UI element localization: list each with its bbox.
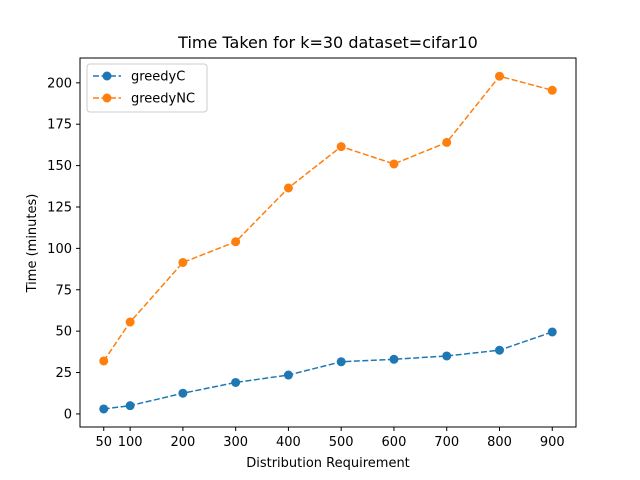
x-axis: 50 100 200 300 400 500 600 700 800 900 xyxy=(95,427,565,450)
data-point-greedyNC xyxy=(99,356,109,366)
y-tick-label: 100 xyxy=(47,242,72,257)
y-tick-label: 50 xyxy=(55,325,72,340)
chart-title: Time Taken for k=30 dataset=cifar10 xyxy=(177,33,478,52)
data-point-greedyC xyxy=(231,377,241,387)
plot-area xyxy=(79,57,577,428)
y-axis-title: Time (minutes) xyxy=(25,194,40,294)
data-point-greedyNC xyxy=(547,85,557,95)
x-tick-label: 900 xyxy=(540,435,565,450)
axes-frame xyxy=(79,57,577,428)
x-tick-label: 50 xyxy=(95,435,112,450)
data-point-greedyC xyxy=(125,401,135,411)
legend-label-greedyC: greedyC xyxy=(131,70,185,85)
legend-box xyxy=(86,63,208,113)
data-point-greedyC xyxy=(283,370,293,380)
data-point-greedyNC xyxy=(442,137,452,147)
data-point-greedyC xyxy=(336,357,346,367)
x-tick-label: 300 xyxy=(223,435,248,450)
series-line-greedyNC xyxy=(103,75,553,362)
data-point-greedyNC xyxy=(336,142,346,152)
y-tick-label: 25 xyxy=(55,366,72,381)
y-tick-label: 200 xyxy=(47,76,72,91)
x-tick-label: 100 xyxy=(118,435,143,450)
data-point-greedyNC xyxy=(389,159,399,169)
y-tick-label: 175 xyxy=(47,118,72,133)
data-point-greedyNC xyxy=(494,71,504,81)
data-point-greedyNC xyxy=(125,317,135,327)
x-tick-label: 500 xyxy=(329,435,354,450)
data-point-greedyC xyxy=(547,327,557,337)
y-tick-label: 0 xyxy=(64,407,72,422)
data-point-greedyNC xyxy=(283,183,293,193)
legend-label-greedyNC: greedyNC xyxy=(131,92,195,107)
data-point-greedyC xyxy=(178,388,188,398)
legend: greedyC greedyNC xyxy=(86,63,208,113)
series-line-greedyC xyxy=(103,331,553,410)
y-tick-label: 125 xyxy=(47,200,72,215)
x-tick-label: 400 xyxy=(276,435,301,450)
data-point-greedyC xyxy=(442,351,452,361)
series-layer xyxy=(99,71,557,414)
data-point-greedyC xyxy=(494,345,504,355)
y-tick-label: 150 xyxy=(47,159,72,174)
x-tick-label: 600 xyxy=(382,435,407,450)
data-point-greedyC xyxy=(99,404,109,414)
data-point-greedyC xyxy=(389,354,399,364)
y-tick-label: 75 xyxy=(55,283,72,298)
x-axis-title: Distribution Requirement xyxy=(246,456,410,471)
data-point-greedyNC xyxy=(178,257,188,267)
x-tick-label: 700 xyxy=(434,435,459,450)
data-point-greedyNC xyxy=(231,237,241,247)
x-tick-label: 800 xyxy=(487,435,512,450)
x-tick-label: 200 xyxy=(170,435,195,450)
legend-marker-greedyNC xyxy=(102,93,112,103)
legend-marker-greedyC xyxy=(102,71,112,81)
y-axis: 0 25 50 75 100 125 150 175 200 xyxy=(47,76,80,422)
